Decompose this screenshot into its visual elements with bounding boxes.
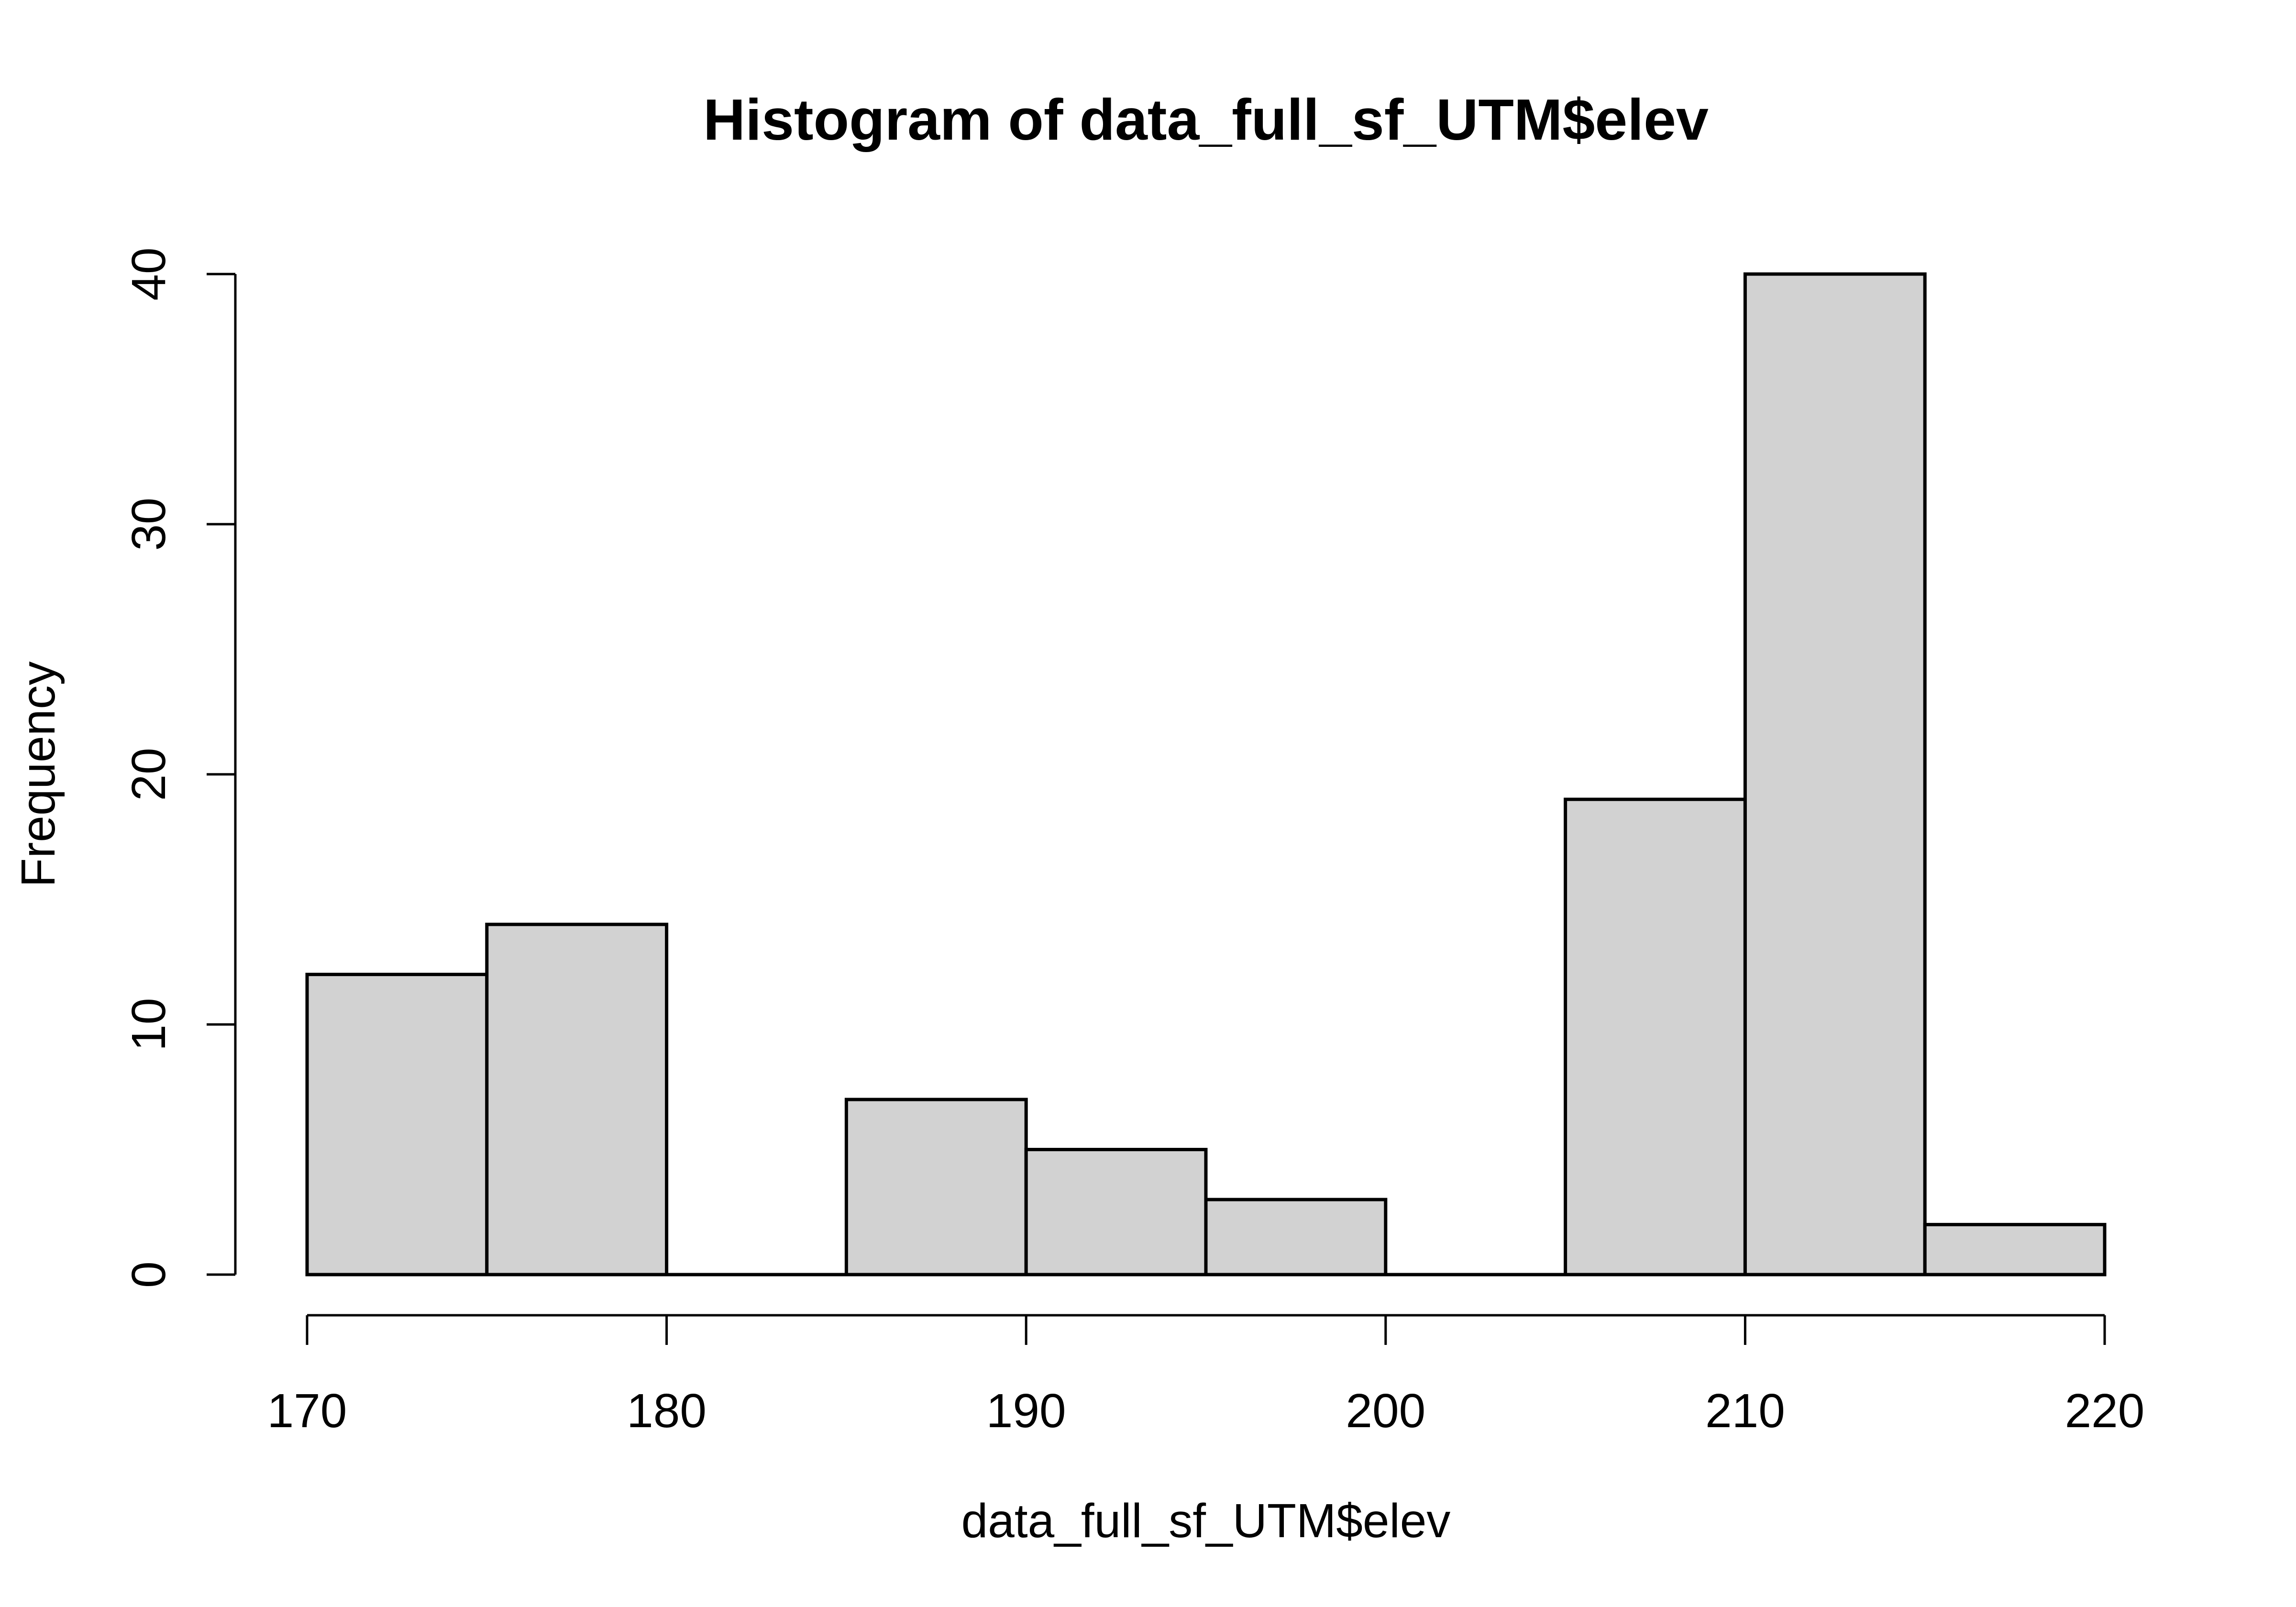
histogram-bar [1024,1148,1208,1277]
y-axis-title: Frequency [11,661,65,887]
x-tick-label: 190 [986,1384,1066,1438]
histogram-bar [844,1098,1028,1277]
chart-title: Histogram of data_full_sf_UTM$elev [703,87,1709,152]
y-tick-label: 30 [122,497,176,550]
x-tick-label: 210 [1705,1384,1785,1438]
x-tick-label: 220 [2065,1384,2145,1438]
y-axis-ticks: 0 10 20 30 40 [122,247,235,1288]
y-tick-label: 10 [122,998,176,1051]
histogram-bar [1564,797,1747,1277]
y-tick-label: 40 [122,247,176,300]
x-axis-title: data_full_sf_UTM$elev [961,1494,1451,1548]
x-tick-label: 200 [1346,1384,1425,1438]
histogram-bar [485,923,669,1277]
histogram-bar [1204,1198,1388,1277]
x-axis-ticks: 170 180 190 200 210 220 [267,1315,2145,1438]
histogram-bar [305,972,489,1277]
x-tick-label: 180 [627,1384,706,1438]
y-tick-label: 20 [122,748,176,801]
histogram-bar [1743,272,1927,1277]
histogram-bar [1923,1222,2107,1277]
y-tick-label: 0 [122,1261,176,1288]
histogram-bars [305,272,2107,1277]
x-tick-label: 170 [267,1384,347,1438]
